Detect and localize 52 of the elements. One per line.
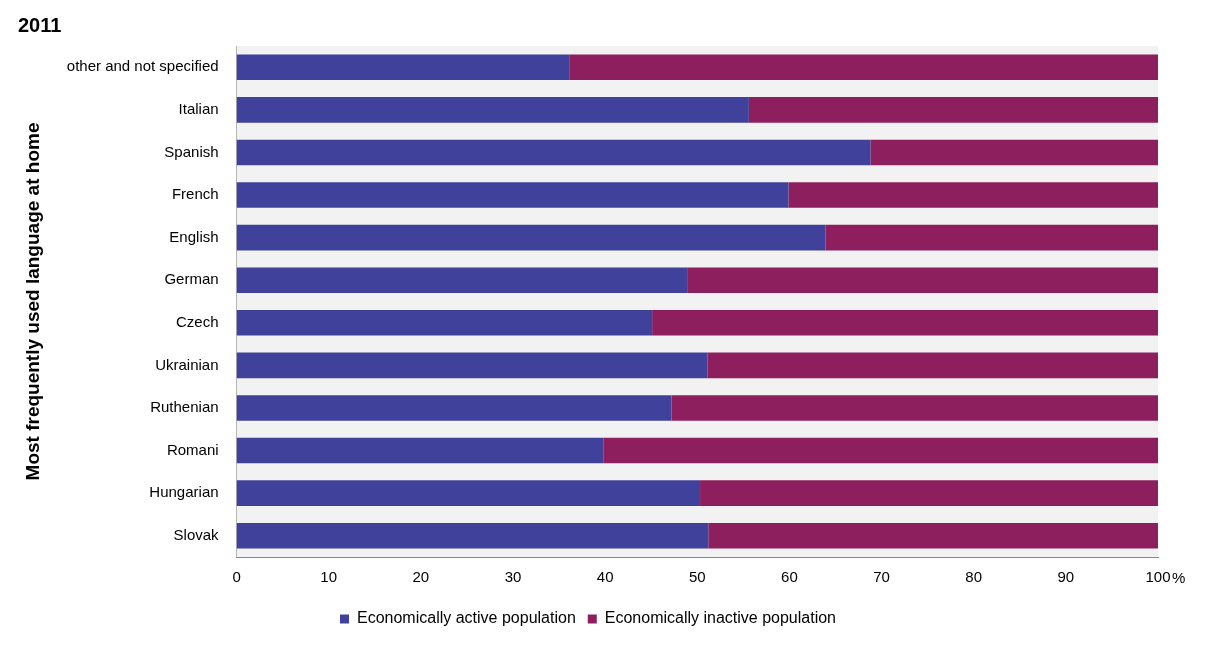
y-tick-label: English xyxy=(169,227,219,245)
bar xyxy=(687,267,1158,293)
x-tick-label: 80 xyxy=(965,568,983,586)
bar xyxy=(707,352,1158,379)
y-tick-label: other and not specified xyxy=(66,57,219,75)
x-tick-label: 60 xyxy=(781,568,798,586)
x-tick-label: 70 xyxy=(873,568,890,586)
y-tick-label: Spanish xyxy=(164,142,219,160)
x-tick-label: 40 xyxy=(596,568,614,586)
x-tick-label: 20 xyxy=(412,568,430,586)
bar xyxy=(236,182,789,208)
bar xyxy=(236,267,688,293)
bar xyxy=(236,437,604,464)
bar xyxy=(603,437,1158,464)
bar xyxy=(236,97,749,123)
y-tick-label: Ruthenian xyxy=(150,398,219,416)
bar xyxy=(825,224,1158,251)
bar xyxy=(236,522,709,549)
legend-label: Economically inactive population xyxy=(604,609,837,627)
bar xyxy=(708,522,1158,549)
bar xyxy=(652,310,1158,336)
bar xyxy=(700,480,1158,506)
y-tick-label: Romani xyxy=(166,440,219,458)
y-tick-label: Czech xyxy=(176,312,219,330)
bar xyxy=(236,54,570,81)
y-tick-label: Hungarian xyxy=(149,483,219,501)
bar xyxy=(569,54,1158,81)
text: 2011 xyxy=(18,13,62,36)
x-tick-label: 90 xyxy=(1057,568,1075,586)
x-tick-label: 50 xyxy=(688,568,706,586)
y-axis-title: Most frequently used language at home xyxy=(21,122,43,481)
bar xyxy=(748,97,1158,123)
bar xyxy=(236,310,653,336)
bar xyxy=(236,352,708,379)
x-tick-label: 10 xyxy=(320,568,338,586)
bar xyxy=(671,395,1158,421)
y-tick-label: German xyxy=(164,270,219,288)
y-tick-label: Slovak xyxy=(173,525,220,543)
bar xyxy=(870,139,1158,166)
x-tick-label: 30 xyxy=(504,568,522,586)
bar xyxy=(236,480,701,506)
bar xyxy=(236,139,871,166)
bar xyxy=(236,224,826,251)
bar xyxy=(788,182,1158,208)
y-tick-label: Italian xyxy=(178,100,219,118)
y-tick-label: French xyxy=(171,185,219,203)
x-axis-title: % xyxy=(1172,568,1186,586)
y-tick-label: Ukrainian xyxy=(155,355,219,373)
x-tick-label: 100 xyxy=(1145,568,1171,586)
legend-label: Economically active population xyxy=(356,609,576,627)
bar xyxy=(236,395,672,421)
x-tick-label: 0 xyxy=(232,568,241,586)
